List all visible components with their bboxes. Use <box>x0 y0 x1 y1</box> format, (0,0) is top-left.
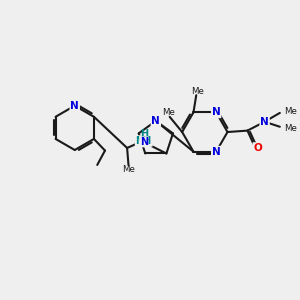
Text: Me: Me <box>162 108 175 117</box>
Text: N: N <box>212 107 220 117</box>
Text: Me: Me <box>284 124 297 133</box>
Text: N: N <box>152 116 160 126</box>
Text: H: H <box>140 129 148 139</box>
Text: Me: Me <box>191 86 204 95</box>
Text: Me: Me <box>122 165 135 174</box>
Text: N: N <box>212 147 220 157</box>
Text: N: N <box>140 137 148 147</box>
Text: N: N <box>70 101 79 111</box>
Text: O: O <box>253 143 262 153</box>
Text: Me: Me <box>284 107 297 116</box>
Text: N: N <box>260 117 269 127</box>
Text: NH: NH <box>136 136 152 146</box>
